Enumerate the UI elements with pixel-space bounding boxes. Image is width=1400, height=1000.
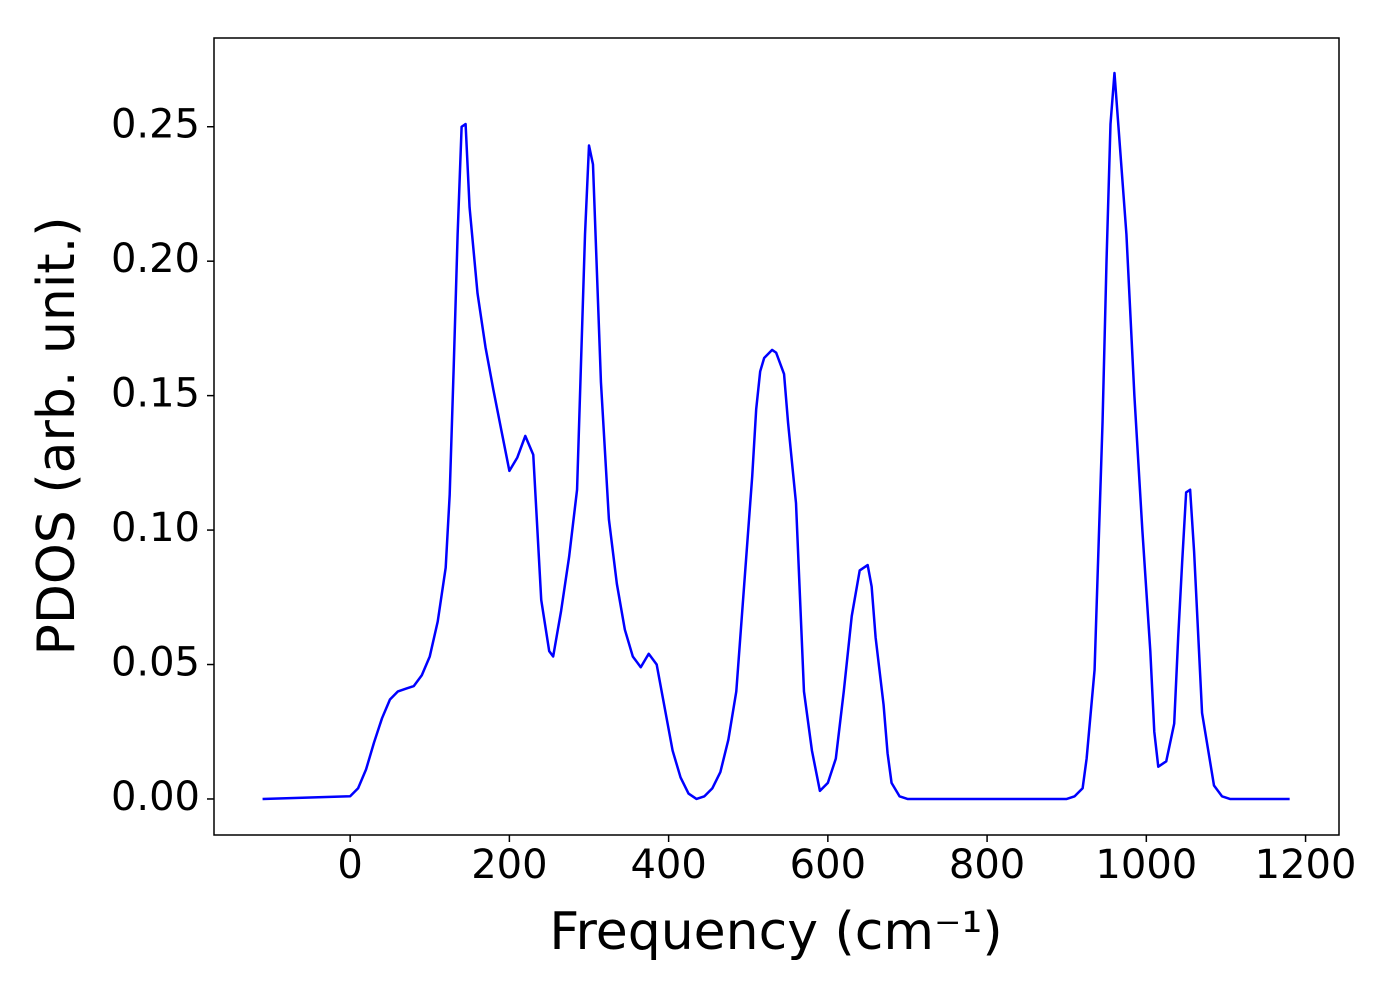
x-tick-label: 800 [949, 842, 1025, 888]
x-tick-label: 1000 [1095, 842, 1197, 888]
x-tick-label: 600 [790, 842, 866, 888]
y-tick-label: 0.20 [111, 236, 200, 282]
y-axis-label: PDOS (arb. unit.) [27, 216, 87, 655]
line-series [262, 71, 1290, 801]
y-tick-label: 0.05 [111, 640, 200, 686]
x-axis-label: Frequency (cm⁻¹) [549, 902, 1002, 962]
x-tick-label: 400 [630, 842, 706, 888]
plot-frame [213, 37, 1340, 836]
y-tick-label: 0.10 [111, 505, 200, 551]
x-tick-label: 200 [471, 842, 547, 888]
y-tick-label: 0.15 [111, 371, 200, 417]
y-tick-label: 0.25 [111, 102, 200, 148]
x-tick-label: 1200 [1255, 842, 1357, 888]
x-tick-label: 0 [337, 842, 362, 888]
y-tick-label: 0.00 [111, 774, 200, 820]
